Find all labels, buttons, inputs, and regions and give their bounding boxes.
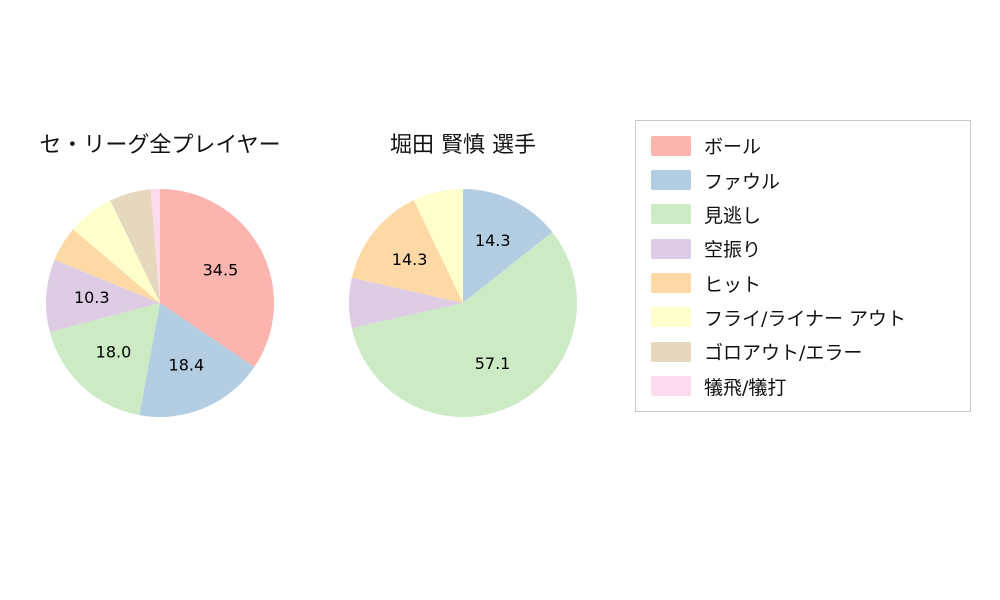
left-pie-title: セ・リーグ全プレイヤー (39, 133, 281, 158)
pie-value-label: 14.3 (392, 250, 428, 269)
legend-swatch (651, 135, 691, 156)
pie-slice (139, 303, 255, 417)
legend-label: ヒット (704, 273, 762, 296)
legend-swatch (651, 238, 691, 259)
legend-label: ゴロアウト/エラー (704, 342, 863, 365)
legend-item: ファウル (636, 167, 970, 194)
legend-item: 空振り (636, 235, 970, 262)
pie-slice (463, 189, 553, 303)
legend-swatch (651, 170, 691, 191)
legend-item: フライ/ライナー アウト (636, 304, 970, 331)
pie-slice (150, 189, 160, 303)
legend-label: 空振り (704, 239, 762, 262)
pie-slice (348, 277, 463, 329)
pie-slice (351, 232, 577, 417)
pie-value-label: 34.5 (203, 260, 239, 279)
legend-swatch (651, 341, 691, 362)
right-pie-chart: 14.3 57.1 14.3 (348, 189, 577, 417)
legend-swatch (651, 307, 691, 328)
right-pie-title: 堀田 賢慎 選手 (390, 133, 536, 158)
legend-swatch (651, 204, 691, 225)
legend-label: 見逃し (704, 204, 762, 227)
legend-item: ボール (636, 132, 970, 159)
pie-slice (73, 200, 160, 303)
legend-label: 犠飛/犠打 (704, 376, 787, 399)
legend-label: ボール (704, 136, 762, 159)
pie-slice (54, 229, 160, 303)
pie-value-label: 18.0 (96, 343, 132, 362)
pie-value-label: 18.4 (169, 356, 205, 375)
pie-value-label: 10.3 (74, 288, 110, 307)
pie-slice (160, 189, 275, 368)
pie-value-label: 57.1 (475, 354, 511, 373)
pie-slice (110, 189, 160, 303)
legend-item: ゴロアウト/エラー (636, 338, 970, 365)
pie-slice (49, 303, 160, 416)
left-pie-chart: 34.5 18.4 18.0 10.3 (45, 189, 275, 417)
legend-label: ファウル (704, 170, 781, 193)
legend-label: フライ/ライナー アウト (704, 307, 907, 330)
pie-value-label: 14.3 (475, 231, 511, 250)
legend-item: 犠飛/犠打 (636, 373, 970, 400)
legend-item: ヒット (636, 270, 970, 297)
pie-slice (351, 200, 463, 303)
legend-swatch (651, 376, 691, 397)
pie-slice (413, 189, 463, 303)
legend-swatch (651, 273, 691, 294)
legend: ボールファウル見逃し空振りヒットフライ/ライナー アウト ゴロアウト/エラー 犠飛/… (635, 120, 971, 412)
pie-slice (45, 259, 160, 333)
legend-item: 見逃し (636, 201, 970, 228)
